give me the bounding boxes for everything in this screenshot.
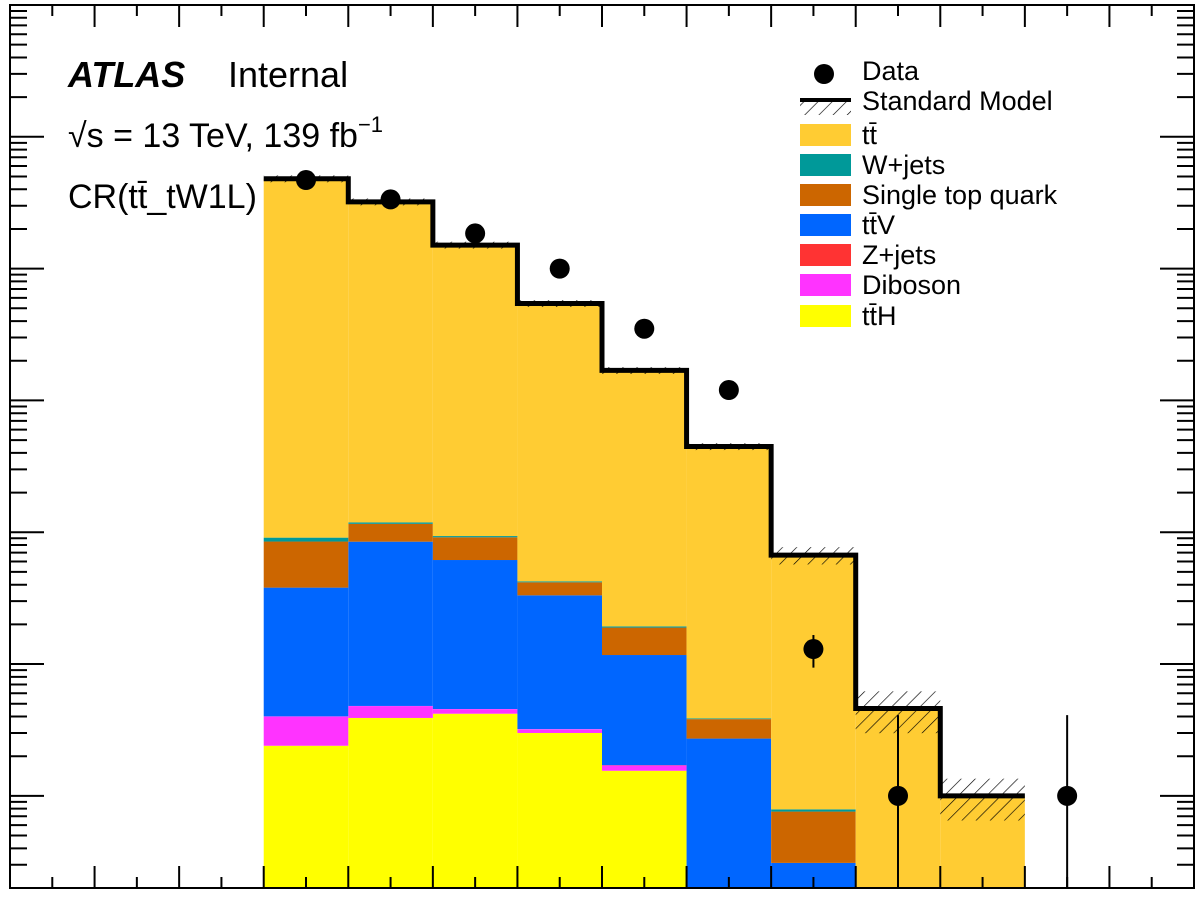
sm-total-line [263, 176, 1025, 799]
energy-lumi-label: √s = 13 TeV, 139 fb [68, 117, 358, 155]
bar-diboson-bin-6 [517, 729, 602, 733]
bar-diboson-bin-3 [263, 716, 349, 746]
bar-tt-v-bin-7 [602, 655, 687, 766]
legend-label-w-jets: W+jets [862, 150, 945, 180]
svg-text:ATLAS: ATLAS [67, 54, 185, 95]
bar-tt-v-bin-5 [432, 560, 518, 710]
bar-tt-h-bin-4 [348, 717, 433, 888]
legend-swatch-z-jets [800, 244, 851, 266]
bar-w-jets-bin-3 [263, 537, 349, 542]
region-label: CR(tt̄_tW1L) [68, 178, 257, 216]
data-point-bin-9 [803, 639, 824, 660]
bar-w-jets-bin-5 [432, 536, 518, 538]
stacked-histogram [263, 178, 1025, 888]
bar-w-jets-bin-9 [771, 809, 856, 812]
bar-diboson-bin-4 [348, 706, 433, 718]
svg-text:√s = 13 TeV, 139 fb−1: √s = 13 TeV, 139 fb−1 [68, 112, 383, 155]
legend-label-tt-v: tt̄V [862, 210, 895, 240]
bar-tt-bin-3 [263, 178, 349, 538]
legend-data-marker [814, 64, 834, 84]
bar-tt-bin-7 [602, 370, 687, 627]
bar-single-top-quark-bin-8 [686, 719, 772, 739]
bar-tt-bin-4 [348, 201, 433, 523]
bar-diboson-bin-7 [602, 765, 687, 771]
bar-single-top-quark-bin-3 [263, 541, 349, 588]
bar-tt-bin-9 [771, 555, 856, 810]
legend-swatch-tt [800, 124, 851, 146]
atlas-status-label: Internal [228, 54, 348, 95]
bar-w-jets-bin-6 [517, 581, 602, 583]
legend-data-label: Data [862, 56, 920, 86]
data-point-bin-12 [1057, 785, 1078, 806]
legend-label-z-jets: Z+jets [862, 240, 936, 270]
bar-tt-h-bin-6 [517, 732, 602, 888]
bar-w-jets-bin-7 [602, 626, 687, 628]
legend-label-tt: tt̄ [862, 120, 878, 150]
plot-frame [9, 4, 1195, 889]
bar-tt-v-bin-6 [517, 595, 602, 730]
bar-tt-bin-6 [517, 303, 602, 582]
data-points [296, 170, 1078, 888]
legend-swatch-tt-h [800, 305, 851, 327]
bar-tt-h-bin-7 [602, 770, 687, 888]
data-point-bin-8 [718, 379, 739, 400]
energy-lumi-superscript: −1 [358, 112, 383, 137]
bar-single-top-quark-bin-4 [348, 523, 433, 542]
data-point-bin-6 [549, 258, 570, 279]
bar-tt-bin-8 [686, 446, 772, 719]
bar-tt-bin-5 [432, 245, 518, 537]
data-point-bin-5 [465, 223, 486, 244]
bar-single-top-quark-bin-5 [432, 537, 518, 561]
bar-single-top-quark-bin-6 [517, 582, 602, 596]
atlas-label: ATLAS Internal √s = 13 TeV, 139 fb−1 CR(… [67, 54, 383, 216]
bar-tt-v-bin-4 [348, 541, 433, 706]
legend-sm-label: Standard Model [862, 86, 1053, 116]
legend-swatch-tt-v [800, 214, 851, 236]
legend-label-single-top-quark: Single top quark [862, 180, 1058, 210]
bar-w-jets-bin-8 [686, 718, 772, 720]
legend-label-tt-h: tt̄H [862, 301, 897, 331]
bar-tt-v-bin-8 [686, 738, 772, 888]
standard-model-line [263, 176, 1025, 799]
bar-tt-h-bin-3 [263, 745, 349, 888]
atlas-experiment-label: ATLAS [67, 54, 185, 95]
bar-diboson-bin-5 [432, 709, 518, 714]
bar-single-top-quark-bin-9 [771, 811, 856, 863]
bar-w-jets-bin-4 [348, 522, 433, 524]
data-point-bin-10 [888, 785, 908, 806]
data-point-bin-4 [380, 189, 401, 210]
legend-swatch-diboson [800, 274, 851, 296]
legend-swatch-w-jets [800, 154, 851, 176]
data-point-bin-3 [296, 170, 316, 191]
legend-sm-marker [800, 98, 851, 115]
legend-label-diboson: Diboson [862, 270, 961, 300]
legend-swatch-single-top-quark [800, 184, 851, 206]
bar-tt-h-bin-5 [432, 713, 518, 888]
sm-band-bin-11 [940, 778, 1025, 821]
bar-single-top-quark-bin-7 [602, 627, 687, 656]
data-point-bin-7 [634, 318, 655, 339]
bar-tt-v-bin-3 [263, 587, 349, 717]
